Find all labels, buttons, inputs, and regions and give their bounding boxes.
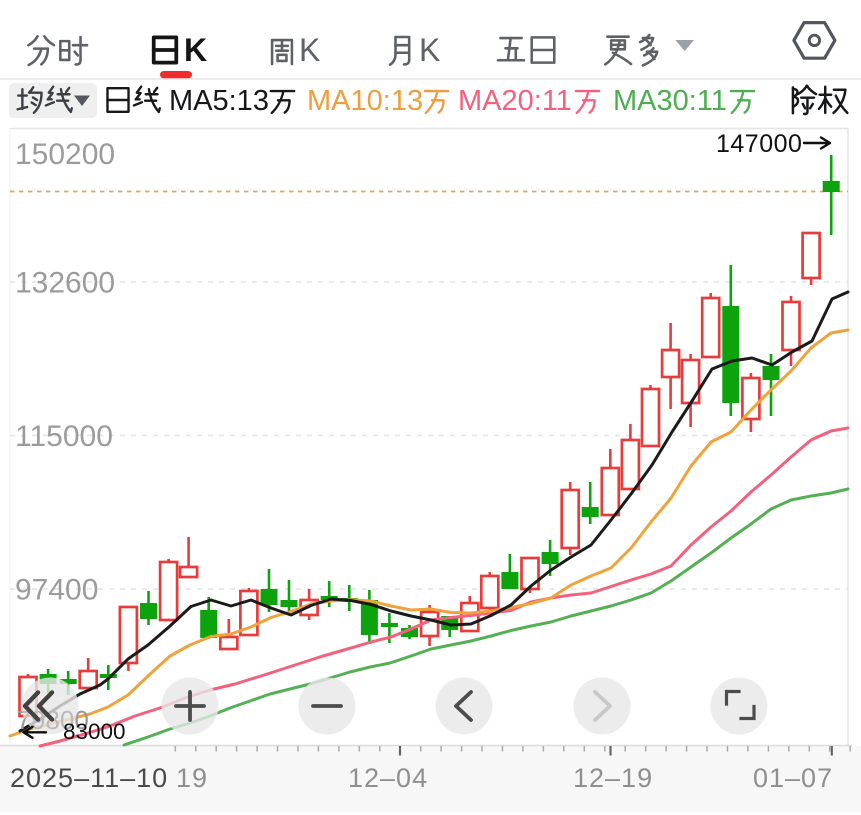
- svg-text:19: 19: [176, 763, 208, 793]
- svg-text:83000: 83000: [63, 719, 126, 744]
- svg-text:115000: 115000: [15, 420, 113, 453]
- svg-text:MA30:11: MA30:11: [613, 85, 727, 117]
- svg-text:150200: 150200: [15, 138, 115, 171]
- svg-text:MA20:11: MA20:11: [458, 85, 572, 117]
- svg-text:12–19: 12–19: [573, 763, 653, 793]
- svg-text:12–04: 12–04: [348, 763, 428, 793]
- svg-text:01–07: 01–07: [753, 763, 833, 793]
- svg-text:K: K: [299, 32, 320, 68]
- svg-text:2025–11–10: 2025–11–10: [10, 763, 168, 793]
- svg-text:132600: 132600: [15, 267, 115, 300]
- svg-text:147000: 147000: [716, 130, 802, 158]
- svg-text:MA10:13: MA10:13: [307, 85, 423, 117]
- svg-text:MA5:13: MA5:13: [169, 85, 269, 117]
- svg-text:K: K: [184, 32, 207, 68]
- svg-text:97400: 97400: [15, 574, 98, 607]
- svg-text:K: K: [419, 32, 440, 68]
